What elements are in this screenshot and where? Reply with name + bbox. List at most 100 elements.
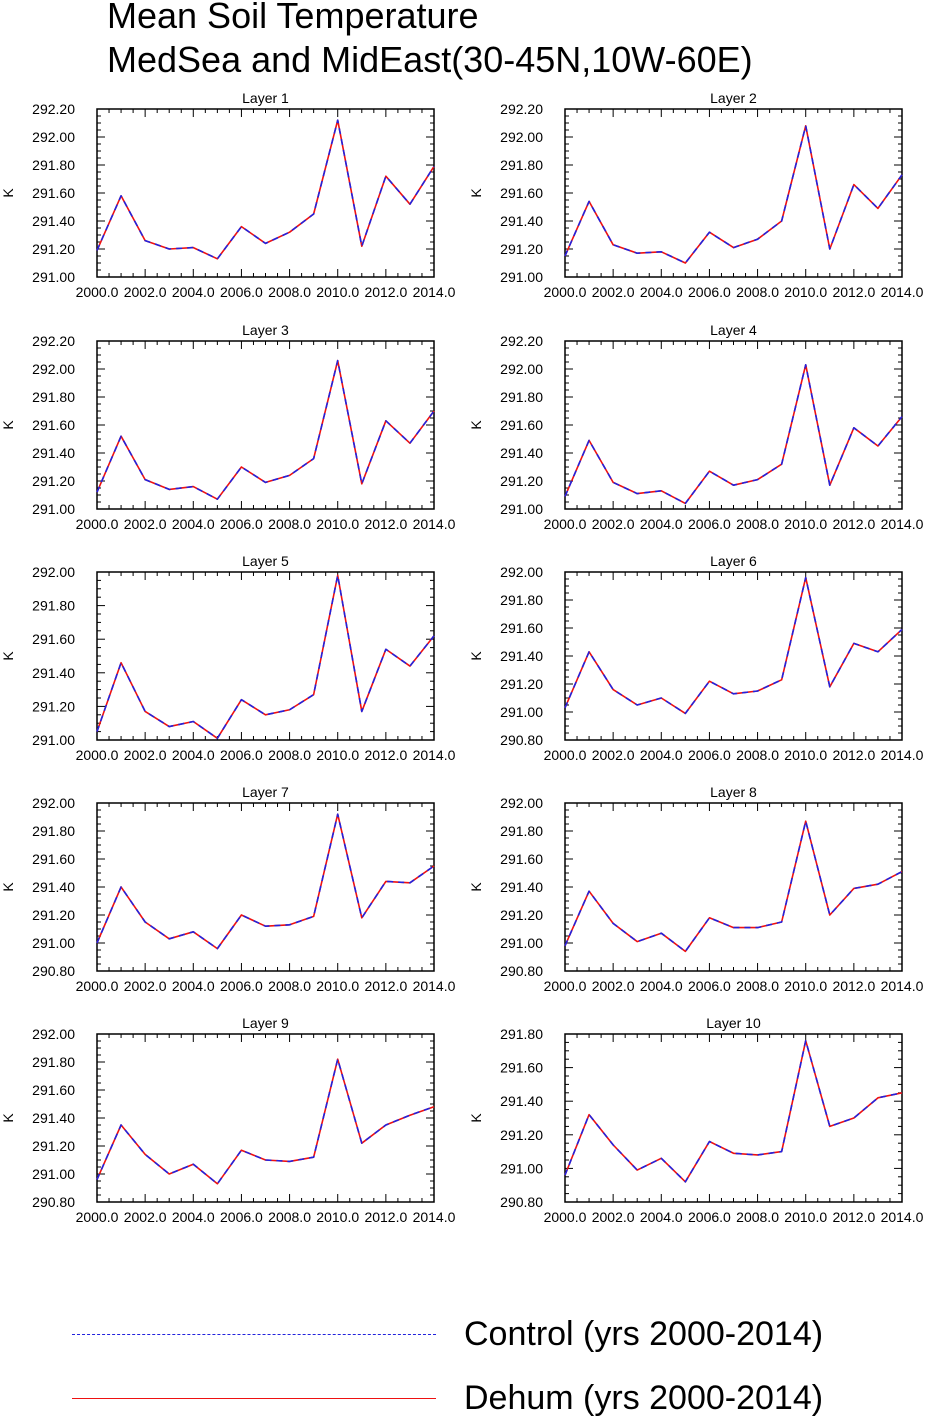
series-line-control xyxy=(564,125,903,264)
series-line-dehum xyxy=(96,1058,435,1185)
y-tick-label: 291.00 xyxy=(32,935,75,951)
x-tick-label: 2006.0 xyxy=(688,978,731,994)
y-tick-label: 291.80 xyxy=(500,823,543,839)
y-axis-label: K xyxy=(468,188,484,198)
x-tick-label: 2012.0 xyxy=(832,978,875,994)
y-tick-label: 291.20 xyxy=(32,241,75,257)
y-tick-label: 291.40 xyxy=(500,445,543,461)
series-line-dehum xyxy=(96,359,435,501)
x-tick-label: 2008.0 xyxy=(268,978,311,994)
x-tick-label: 2014.0 xyxy=(413,284,456,300)
y-tick-label: 290.80 xyxy=(32,1194,75,1210)
panel-5: 291.00 291.20 291.40 291.60 291.80 292.00 2000… xyxy=(0,553,456,763)
x-tick-label: 2002.0 xyxy=(124,516,167,532)
panel-grid: 291.00 291.20 291.40 291.60 291.80 292.00 292.… xyxy=(0,90,924,1225)
y-tick-label: 291.60 xyxy=(500,851,543,867)
x-tick-label: 2002.0 xyxy=(592,516,635,532)
panel-title: Layer 7 xyxy=(242,784,289,800)
y-tick-label: 291.60 xyxy=(32,1082,75,1098)
x-tick-label: 2000.0 xyxy=(76,978,119,994)
panel-10: 290.80 291.00 291.20 291.40 291.60 291.80 2000… xyxy=(468,1015,924,1225)
y-tick-label: 291.80 xyxy=(500,592,543,608)
x-tick-label: 2004.0 xyxy=(172,747,215,763)
y-tick-label: 291.00 xyxy=(500,704,543,720)
y-tick-label: 291.60 xyxy=(32,631,75,647)
plot-frame xyxy=(564,571,903,741)
y-tick-label: 291.80 xyxy=(32,823,75,839)
y-tick-label: 292.20 xyxy=(32,333,75,349)
x-tick-label: 2014.0 xyxy=(881,1209,924,1225)
x-tick-label: 2014.0 xyxy=(881,978,924,994)
legend-label-dehum: Dehum (yrs 2000-2014) xyxy=(464,1379,824,1417)
panel-6: 290.80 291.00 291.20 291.40 291.60 291.80 292.… xyxy=(468,553,924,763)
x-tick-label: 2002.0 xyxy=(124,747,167,763)
y-axis-label: K xyxy=(468,651,484,661)
x-tick-label: 2008.0 xyxy=(268,516,311,532)
x-tick-label: 2008.0 xyxy=(736,747,779,763)
x-tick-label: 2010.0 xyxy=(784,978,827,994)
y-tick-label: 292.20 xyxy=(500,333,543,349)
x-tick-label: 2000.0 xyxy=(544,516,587,532)
panel-1: 291.00 291.20 291.40 291.60 291.80 292.00 292.… xyxy=(0,90,456,300)
chart-title-line-2: MedSea and MidEast(30-45N,10W-60E) xyxy=(107,39,753,80)
y-axis-label: K xyxy=(0,1113,16,1123)
y-tick-label: 290.80 xyxy=(500,732,543,748)
panel-title: Layer 8 xyxy=(710,784,757,800)
x-tick-label: 2006.0 xyxy=(688,747,731,763)
plot-frame xyxy=(564,1033,903,1203)
x-tick-label: 2002.0 xyxy=(124,284,167,300)
y-tick-label: 291.20 xyxy=(32,698,75,714)
x-tick-label: 2006.0 xyxy=(688,516,731,532)
x-tick-label: 2000.0 xyxy=(544,747,587,763)
x-tick-label: 2014.0 xyxy=(881,516,924,532)
y-tick-label: 291.60 xyxy=(32,417,75,433)
y-tick-label: 291.00 xyxy=(500,269,543,285)
x-tick-label: 2008.0 xyxy=(736,1209,779,1225)
x-tick-label: 2008.0 xyxy=(268,1209,311,1225)
x-tick-label: 2008.0 xyxy=(736,516,779,532)
y-tick-label: 292.00 xyxy=(32,361,75,377)
series-line-dehum xyxy=(564,1039,903,1183)
x-tick-label: 2012.0 xyxy=(832,747,875,763)
x-tick-label: 2002.0 xyxy=(124,978,167,994)
x-tick-label: 2002.0 xyxy=(592,747,635,763)
x-tick-label: 2002.0 xyxy=(592,284,635,300)
x-tick-label: 2008.0 xyxy=(736,978,779,994)
y-tick-label: 291.40 xyxy=(500,879,543,895)
x-tick-label: 2006.0 xyxy=(220,516,263,532)
x-tick-label: 2012.0 xyxy=(832,516,875,532)
x-tick-label: 2004.0 xyxy=(172,516,215,532)
x-tick-label: 2004.0 xyxy=(172,284,215,300)
x-tick-label: 2008.0 xyxy=(268,284,311,300)
y-tick-label: 291.40 xyxy=(500,1093,543,1109)
series-line-control xyxy=(96,813,435,950)
y-tick-label: 291.00 xyxy=(500,501,543,517)
plot-frame xyxy=(564,108,903,278)
x-tick-label: 2010.0 xyxy=(316,1209,359,1225)
plot-frame xyxy=(96,108,435,278)
x-tick-label: 2014.0 xyxy=(413,516,456,532)
x-tick-label: 2014.0 xyxy=(881,284,924,300)
x-tick-label: 2006.0 xyxy=(688,284,731,300)
y-tick-label: 292.00 xyxy=(500,795,543,811)
series-line-dehum xyxy=(96,574,435,740)
y-tick-label: 291.60 xyxy=(32,185,75,201)
panel-9: 290.80 291.00 291.20 291.40 291.60 291.80 292.… xyxy=(0,1015,456,1225)
x-tick-label: 2010.0 xyxy=(784,284,827,300)
y-axis-label: K xyxy=(0,188,16,198)
x-tick-label: 2010.0 xyxy=(784,1209,827,1225)
series-line-control xyxy=(564,576,903,715)
y-tick-label: 291.40 xyxy=(500,648,543,664)
y-tick-label: 292.00 xyxy=(500,564,543,580)
x-tick-label: 2006.0 xyxy=(688,1209,731,1225)
y-tick-label: 292.00 xyxy=(32,795,75,811)
plot-frame xyxy=(96,340,435,510)
plot-frame xyxy=(96,1033,435,1203)
series-line-dehum xyxy=(96,119,435,260)
x-tick-label: 2004.0 xyxy=(172,1209,215,1225)
y-tick-label: 291.20 xyxy=(500,473,543,489)
x-tick-label: 2010.0 xyxy=(316,747,359,763)
y-tick-label: 291.20 xyxy=(500,1127,543,1143)
x-tick-label: 2010.0 xyxy=(316,978,359,994)
x-tick-label: 2008.0 xyxy=(736,284,779,300)
